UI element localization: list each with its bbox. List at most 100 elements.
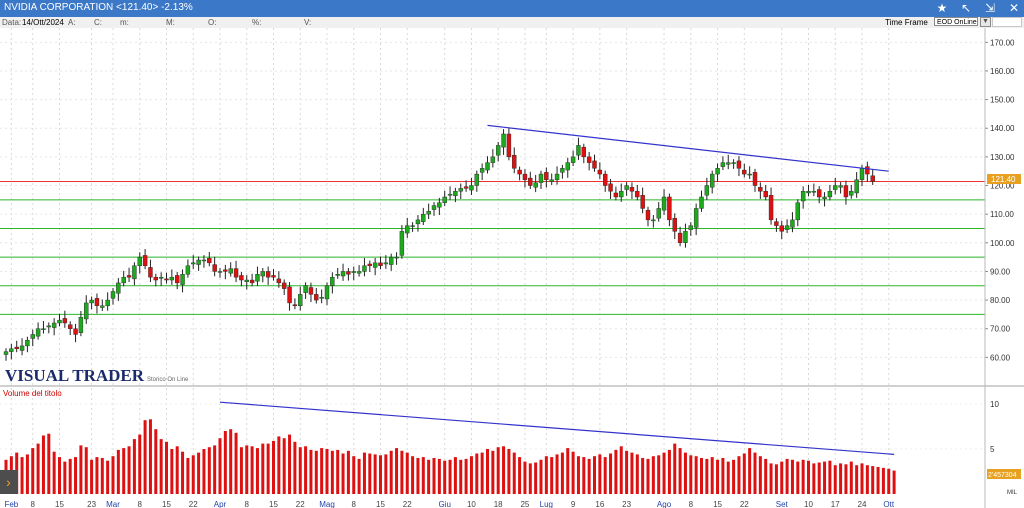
candle-body [811, 191, 817, 193]
volume-bar [491, 450, 495, 494]
candle-body [833, 185, 838, 190]
volume-bar [122, 448, 126, 494]
chevron-right-icon[interactable]: › [0, 470, 17, 494]
candle-body [795, 202, 800, 221]
y-tick-label: 80.00 [990, 296, 1011, 305]
candle-body [485, 162, 490, 171]
volume-bar [79, 445, 83, 494]
close-icon[interactable]: ✕ [1008, 1, 1020, 15]
candle-body [758, 187, 763, 192]
candle-body [790, 219, 795, 228]
volume-bar [411, 456, 415, 494]
y-tick-label: 150.00 [990, 96, 1015, 105]
volume-bar [871, 466, 875, 494]
candle-body [784, 225, 790, 230]
volume-bar [213, 445, 217, 494]
candle-body [265, 271, 271, 278]
field-M: M: [166, 18, 175, 27]
candle-body [46, 325, 51, 328]
candle-body [174, 275, 180, 284]
candle-body [726, 162, 731, 165]
x-tick-label: 15 [162, 500, 171, 508]
candle-body [73, 328, 78, 335]
candle-body [736, 160, 742, 169]
candle-body [549, 179, 554, 182]
volume-bar [346, 450, 350, 494]
candle-body [191, 262, 196, 265]
candle-body [78, 317, 84, 333]
candle-body [859, 168, 865, 180]
volume-bar [421, 457, 425, 494]
price-volume-chart[interactable]: Feb 8 15 23 Mar 8 15 22 Apr 8 15 22 Mag 8 15 22 Giu 10 18 2… [0, 28, 1024, 508]
volume-bar [603, 457, 607, 494]
arrow-up-left-icon[interactable]: ↖ [960, 1, 972, 15]
volume-bar [181, 451, 185, 494]
volume-trendline[interactable] [219, 401, 895, 455]
candle-body [822, 196, 827, 199]
volume-bar [748, 448, 752, 494]
candle-body [517, 169, 522, 175]
candle-body [854, 179, 859, 194]
candle-body [340, 271, 346, 277]
candle-body [710, 173, 715, 188]
candle-body [351, 271, 356, 273]
timeframe-dropdown-icon[interactable]: ▼ [980, 17, 991, 27]
timeframe-select[interactable]: EOD OnLine [934, 17, 978, 26]
candle-body [255, 274, 260, 282]
candle-body [394, 256, 399, 259]
candle-body [779, 225, 784, 232]
candle-body [533, 182, 538, 188]
volume-bar [566, 448, 570, 494]
candlestick-series [3, 127, 875, 361]
candle-body [479, 168, 485, 173]
x-tick-label: 15 [376, 500, 385, 508]
candle-body [132, 265, 137, 280]
volume-bar [726, 461, 730, 494]
candle-body [330, 276, 335, 286]
timeframe-label: Time Frame [885, 18, 928, 27]
volume-bar [90, 459, 94, 494]
volume-bar [742, 453, 746, 494]
window-title: NVIDIA CORPORATION <121.40> -2.13% [4, 2, 193, 13]
volume-bar [469, 456, 473, 494]
volume-bar [100, 458, 104, 494]
resistance-trendline[interactable] [487, 124, 889, 172]
field-m: m: [120, 18, 129, 27]
candle-body [688, 225, 693, 230]
candle-body [421, 213, 426, 222]
volume-bar [823, 461, 827, 494]
x-tick-label: 22 [296, 500, 305, 508]
volume-bar [395, 448, 399, 494]
candle-body [212, 264, 217, 272]
candle-body [672, 217, 677, 232]
x-tick-label: 23 [87, 500, 96, 508]
volume-bar [625, 450, 629, 494]
collapse-icon[interactable]: ⇲ [984, 1, 996, 15]
star-icon[interactable]: ★ [936, 1, 948, 15]
volume-bar [52, 451, 56, 494]
candle-body [164, 278, 169, 281]
volume-bar [330, 450, 334, 494]
timeframe-extra-field[interactable] [992, 17, 1022, 27]
volume-bar [892, 470, 896, 494]
candle-body [768, 195, 774, 221]
volume-bar [31, 448, 35, 494]
volume-bar [667, 449, 671, 494]
y-tick-label: 100.00 [990, 239, 1015, 248]
field-pct: %: [252, 18, 262, 27]
volume-bar [68, 458, 72, 494]
candle-body [233, 268, 239, 278]
candle-body [453, 191, 458, 197]
volume-bar [593, 456, 596, 494]
candle-body [619, 191, 624, 198]
y-tick-label: 70.00 [990, 325, 1011, 334]
candle-body [447, 193, 453, 196]
candle-body [25, 339, 30, 347]
candle-body [458, 188, 463, 192]
candle-body [94, 298, 100, 307]
candle-body [405, 225, 410, 234]
candle-body [431, 205, 437, 210]
x-tick-label: Apr [214, 500, 227, 508]
volume-bar [528, 463, 532, 494]
x-tick-label: Set [776, 500, 789, 508]
